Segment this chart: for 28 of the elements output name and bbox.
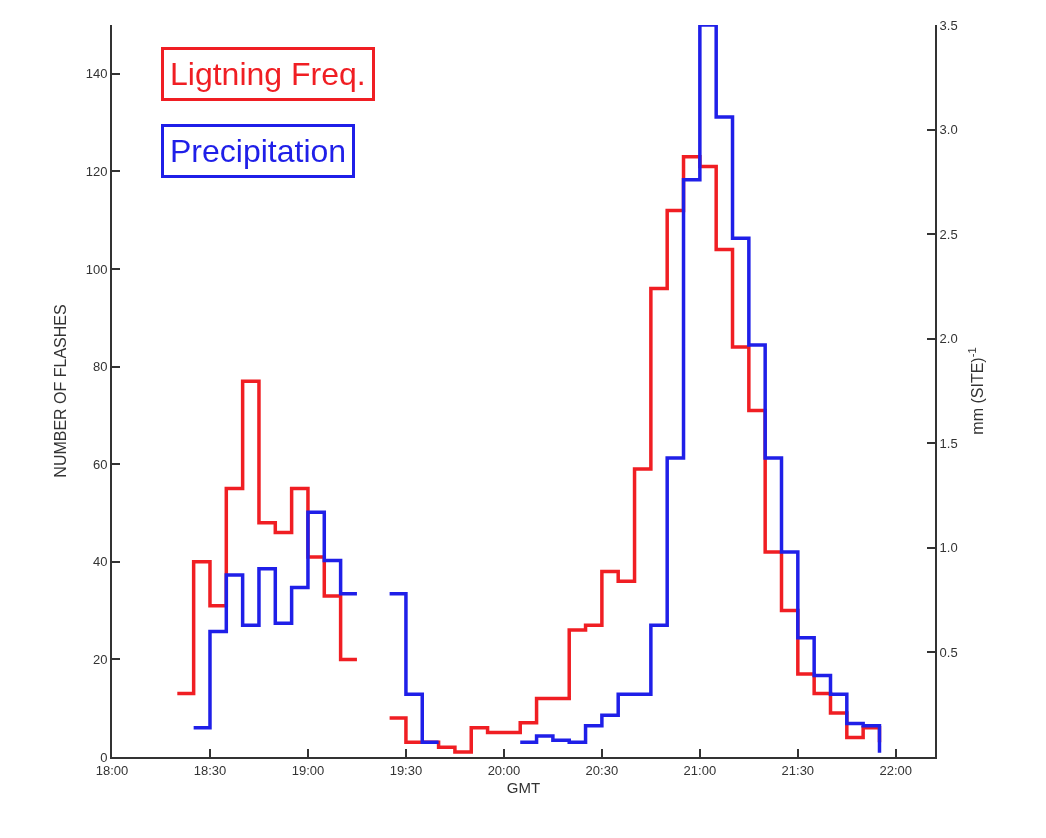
- x-tick-label: 18:00: [95, 762, 129, 778]
- x-tick-label: 22:00: [879, 762, 913, 778]
- y-tick-label: 40: [92, 554, 108, 570]
- y-tick-label: 20: [92, 651, 108, 667]
- x-tick-label: 21:00: [683, 762, 717, 778]
- x-tick-label: 19:30: [389, 762, 423, 778]
- y-tick-label: 140: [85, 66, 108, 82]
- y2-tick-label: 1.0: [939, 540, 958, 556]
- y-tick-label: 120: [85, 163, 108, 179]
- y2-tick-label: 2.5: [939, 226, 958, 242]
- y-tick-label: 0: [100, 749, 108, 765]
- y2-tick-label: 3.0: [939, 122, 958, 138]
- y2-tick-label: 3.5: [939, 17, 958, 33]
- y2-tick-label: 0.5: [939, 644, 958, 660]
- x-axis-title: GMT: [506, 779, 541, 797]
- y2-tick-label: 2.0: [939, 331, 958, 347]
- x-tick-label: 20:00: [487, 762, 521, 778]
- y2-tick-label: 1.5: [939, 435, 958, 451]
- text: Ligtning Freq.: [170, 56, 366, 92]
- y-tick-label: 80: [92, 359, 108, 375]
- y-tick-label: 100: [85, 261, 108, 277]
- x-tick-label: 19:00: [291, 762, 325, 778]
- y-axis-title: NUMBER OF FLASHES: [52, 304, 70, 478]
- x-tick-label: 20:30: [585, 762, 619, 778]
- x-tick-label: 18:30: [193, 762, 227, 778]
- text: Precipitation: [170, 133, 347, 169]
- x-tick-label: 21:30: [781, 762, 815, 778]
- y-tick-label: 60: [92, 456, 108, 472]
